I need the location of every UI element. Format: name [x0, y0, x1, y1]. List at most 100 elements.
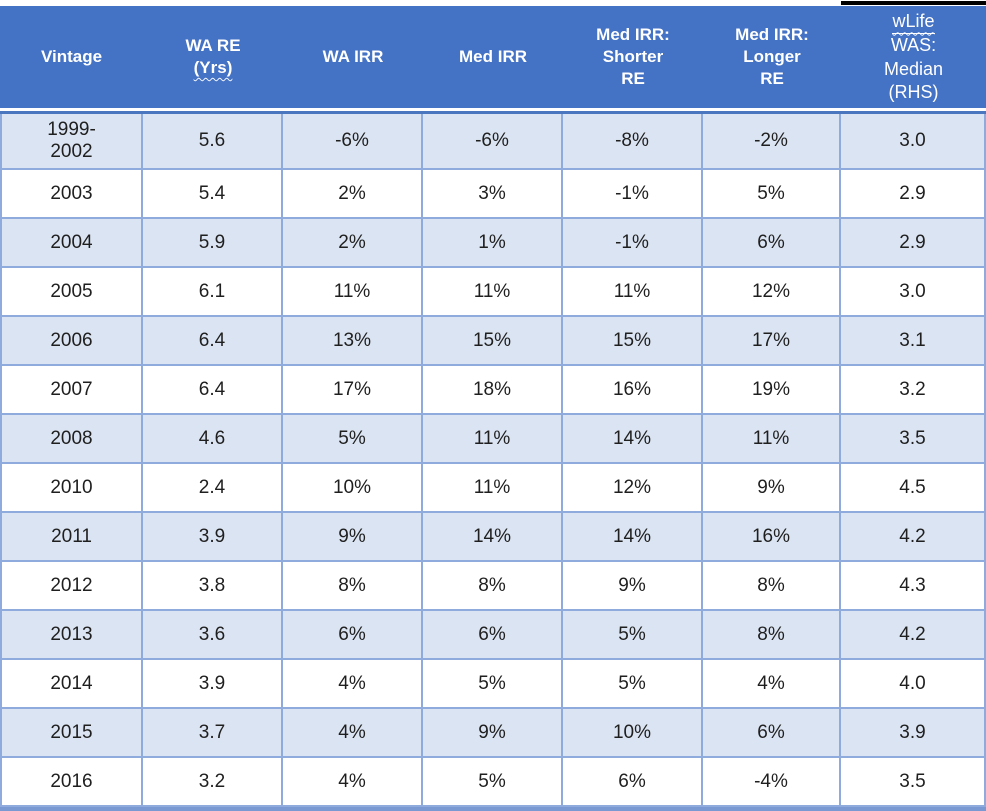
table-cell: 2015 [0, 709, 143, 756]
table-cell: 11% [423, 268, 563, 315]
table-cell: 4% [283, 660, 423, 707]
table-cell: 2011 [0, 513, 143, 560]
table-cell: 3.9 [143, 660, 283, 707]
table-cell: 11% [703, 415, 841, 462]
column-header-vintage: Vintage [0, 6, 143, 108]
table-cell: 16% [703, 513, 841, 560]
table-cell: -1% [563, 219, 703, 266]
table-cell: 11% [423, 464, 563, 511]
table-cell: 6% [283, 611, 423, 658]
table-cell: 1% [423, 219, 563, 266]
column-header-med-irr-shorter-re: Med IRR: Shorter RE [563, 6, 703, 108]
header-label: RE [760, 68, 784, 88]
last-column-top-accent [841, 1, 986, 5]
table-cell: 3.9 [143, 513, 283, 560]
table-cell: 2004 [0, 219, 143, 266]
table-cell: 3.2 [841, 366, 986, 413]
header-label: Longer [743, 47, 801, 67]
table-row: 1999- 2002 5.6 -6% -6% -8% -2% 3.0 [0, 114, 986, 170]
table-cell: -4% [703, 758, 841, 805]
table-row: 2007 6.4 17% 18% 16% 19% 3.2 [0, 366, 986, 415]
table-cell: 15% [423, 317, 563, 364]
table-cell: 3.0 [841, 114, 986, 168]
table-cell: 9% [283, 513, 423, 560]
table-row: 2008 4.6 5% 11% 14% 11% 3.5 [0, 415, 986, 464]
table-row: 2012 3.8 8% 8% 9% 8% 4.3 [0, 562, 986, 611]
table-cell: 6.4 [143, 366, 283, 413]
header-label: WAS: [890, 35, 937, 56]
table-cell: 11% [563, 268, 703, 315]
table-cell: 5.6 [143, 114, 283, 168]
table-cell: 6% [703, 219, 841, 266]
table-cell: 4.2 [841, 513, 986, 560]
header-rule [0, 111, 986, 114]
table-cell: 9% [423, 709, 563, 756]
table-cell: 3.5 [841, 415, 986, 462]
table-cell: 5.9 [143, 219, 283, 266]
table-cell: 4% [283, 709, 423, 756]
table-cell: 16% [563, 366, 703, 413]
table-row: 2006 6.4 13% 15% 15% 17% 3.1 [0, 317, 986, 366]
table-cell: 3.5 [841, 758, 986, 805]
table-cell: 9% [703, 464, 841, 511]
table-cell: 18% [423, 366, 563, 413]
table-cell: 2.9 [841, 219, 986, 266]
table-cell: 4.2 [841, 611, 986, 658]
column-header-med-irr-longer-re: Med IRR: Longer RE [703, 6, 841, 108]
table-cell: 3.0 [841, 268, 986, 315]
table-cell: 2.4 [143, 464, 283, 511]
table-cell: -6% [283, 114, 423, 168]
table-row: 2015 3.7 4% 9% 10% 6% 3.9 [0, 709, 986, 758]
table-row: 2013 3.6 6% 6% 5% 8% 4.2 [0, 611, 986, 660]
table-cell: 8% [703, 611, 841, 658]
table-cell: 3% [423, 170, 563, 217]
table-cell: 4.3 [841, 562, 986, 609]
table-cell: 5% [563, 660, 703, 707]
table-cell: 6% [423, 611, 563, 658]
table-bottom-border [0, 807, 986, 811]
table-cell: 4.5 [841, 464, 986, 511]
table-cell: 5% [423, 660, 563, 707]
table-cell: 14% [563, 513, 703, 560]
table-cell: 3.8 [143, 562, 283, 609]
table-row: 2003 5.4 2% 3% -1% 5% 2.9 [0, 170, 986, 219]
table-cell: 5% [563, 611, 703, 658]
table-row: 2004 5.9 2% 1% -1% 6% 2.9 [0, 219, 986, 268]
table-cell: 17% [283, 366, 423, 413]
table-cell: 12% [563, 464, 703, 511]
column-header-wlife-was-median: wLife WAS: Median (RHS) [841, 6, 986, 108]
table-cell: 14% [563, 415, 703, 462]
table-cell: 3.6 [143, 611, 283, 658]
table-cell: 2013 [0, 611, 143, 658]
table-cell: 8% [423, 562, 563, 609]
table-row: 2014 3.9 4% 5% 5% 4% 4.0 [0, 660, 986, 709]
header-label: wLife [892, 10, 935, 35]
table-cell: 2014 [0, 660, 143, 707]
table-cell: 4% [703, 660, 841, 707]
header-gap [0, 108, 986, 111]
table-cell: 8% [283, 562, 423, 609]
header-label: Median [883, 58, 944, 79]
table-cell: 5% [283, 415, 423, 462]
table-cell: 2% [283, 170, 423, 217]
table-cell: 6.1 [143, 268, 283, 315]
table-cell: 10% [563, 709, 703, 756]
table-cell: 6.4 [143, 317, 283, 364]
header-label: (Yrs) [193, 58, 233, 77]
column-header-wa-re: WA RE (Yrs) [143, 6, 283, 108]
header-label: (RHS) [888, 81, 939, 102]
table-row: 2011 3.9 9% 14% 14% 16% 4.2 [0, 513, 986, 562]
header-label: WA IRR [322, 47, 384, 67]
table-cell: 3.7 [143, 709, 283, 756]
table-cell: 11% [423, 415, 563, 462]
header-label: Med IRR: [735, 25, 809, 45]
header-label: Vintage [40, 47, 103, 67]
table-cell: 5% [423, 758, 563, 805]
table-cell: 17% [703, 317, 841, 364]
table-cell: 11% [283, 268, 423, 315]
header-label: RE [621, 68, 645, 88]
table-cell: 2010 [0, 464, 143, 511]
table-cell: 12% [703, 268, 841, 315]
header-label: Med IRR: [596, 25, 670, 45]
